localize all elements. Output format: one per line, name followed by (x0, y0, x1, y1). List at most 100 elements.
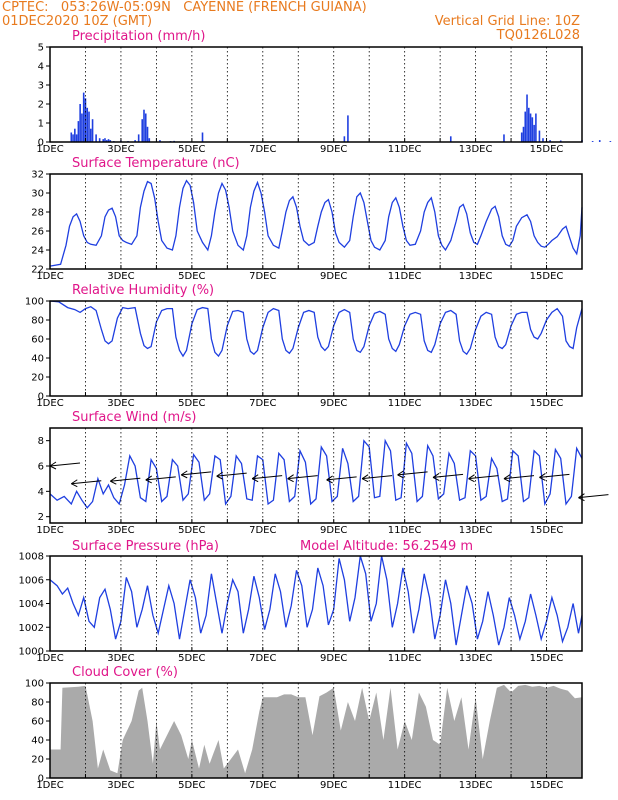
precip-bar (91, 119, 94, 142)
wind-ytick-label: 4 (38, 487, 44, 498)
temp-xtick-label: 13DEC (459, 271, 493, 282)
precip-bar (524, 111, 527, 142)
pres-line (49, 555, 583, 646)
model-altitude: Model Altitude: 56.2549 m (300, 539, 474, 554)
wind-xtick-label: 13DEC (459, 525, 493, 536)
rh-ytick-label: 100 (25, 297, 44, 308)
precip-bar (591, 141, 594, 142)
wind-arrow (503, 474, 535, 483)
precip-bar (95, 134, 97, 142)
precip-ytick-label: 4 (38, 62, 44, 73)
wind-ytick-label: 6 (38, 462, 44, 473)
precip-bar (141, 119, 144, 142)
cloud-xtick-label: 11DEC (388, 780, 422, 791)
precip-xtick-label: 3DEC (107, 144, 134, 155)
precip-bar (105, 140, 108, 142)
temp-xtick-label: 7DEC (249, 271, 276, 282)
precip-ytick-label: 1 (38, 119, 44, 130)
pres-panel: 1DEC 3DEC 5DEC 7DEC 9DEC 11DEC 13DEC 15DEC 1000 1… (19, 552, 583, 664)
rh-ytick-label: 80 (31, 316, 44, 327)
pres-ytick-label: 1000 (19, 647, 44, 658)
wind-arrow (145, 475, 176, 484)
wind-ytick-label: 8 (38, 436, 44, 447)
temp-xtick-label: 3DEC (107, 271, 134, 282)
temp-ytick-label: 30 (31, 189, 44, 200)
wind-arrow (397, 470, 428, 479)
precip-bar (109, 140, 112, 142)
rh-panel: 1DEC 3DEC 5DEC 7DEC 9DEC 11DEC 13DEC 15DEC 0 20 40… (25, 297, 583, 409)
precip-xtick-label: 15DEC (530, 144, 564, 155)
pres-xtick-label: 5DEC (178, 653, 205, 664)
cloud-area (50, 684, 582, 778)
precip-bar (598, 140, 601, 142)
wind-xtick-label: 3DEC (107, 525, 134, 536)
precip-bar (542, 138, 544, 142)
wind-arrow (216, 471, 247, 480)
wind-arrow (49, 461, 81, 470)
pressure-title: Surface Pressure (hPa) (72, 539, 219, 554)
pres-xtick-label: 15DEC (530, 653, 564, 664)
wind-arrow (110, 476, 141, 485)
precip-bar (449, 136, 452, 142)
rh-ytick-label: 20 (31, 373, 44, 384)
pres-ytick-label: 1008 (19, 552, 44, 563)
model-code: TQ0126L028 (496, 28, 580, 43)
run-date: 01DEC2020 10Z (GMT) (2, 14, 153, 29)
cloud-panel: 1DEC 3DEC 5DEC 7DEC 9DEC 11DEC 13DEC 15DEC 0 20 40… (25, 679, 583, 791)
temp-frame (49, 173, 583, 270)
precip-xtick-label: 5DEC (178, 144, 205, 155)
precip-bar (522, 126, 525, 142)
precip-ytick-label: 3 (38, 81, 44, 92)
precip-bar (143, 109, 145, 142)
precip-bar (529, 113, 532, 142)
precip-bar (201, 132, 204, 142)
precip-bar (531, 117, 534, 142)
wind-arrow (361, 474, 393, 483)
cloud-xtick-label: 13DEC (459, 780, 493, 791)
precip-bar (102, 139, 104, 142)
cloud-xtick-label: 1DEC (36, 780, 63, 791)
precip-bar (72, 134, 74, 142)
wind-panel: 1DEC 3DEC 5DEC 7DEC 9DEC 11DEC 13DEC 15DEC 2 4 6 8 (36, 427, 609, 536)
precip-xtick-label: 9DEC (320, 144, 347, 155)
rh-frame (49, 300, 583, 397)
cloud-ytick-label: 100 (25, 679, 44, 690)
precip-bar (79, 104, 81, 142)
precip-bar (528, 107, 530, 142)
precip-bar (146, 126, 149, 142)
precip-bar (159, 140, 161, 142)
precip-bar (503, 134, 505, 142)
temp-xtick-label: 15DEC (530, 271, 564, 282)
precip-bar (75, 134, 78, 142)
cloud-ytick-label: 40 (31, 736, 44, 747)
temp-ytick-label: 32 (31, 170, 44, 181)
rh-xtick-label: 5DEC (178, 398, 205, 409)
wind-xtick-label: 11DEC (388, 525, 422, 536)
rh-ytick-label: 40 (31, 354, 44, 365)
pres-xtick-label: 9DEC (320, 653, 347, 664)
cloud-xtick-label: 9DEC (320, 780, 347, 791)
wind-frame (49, 427, 583, 524)
precip-bar (88, 111, 90, 142)
temp-panel: 1DEC 3DEC 5DEC 7DEC 9DEC 11DEC 13DEC 15DEC 22 24 2… (31, 170, 583, 282)
precip-frame (49, 46, 583, 143)
wind-xtick-label: 15DEC (530, 525, 564, 536)
precip-bar (520, 132, 523, 142)
rh-title: Relative Humidity (%) (72, 283, 215, 298)
cloud-frame (49, 682, 583, 779)
grid-line-note: Vertical Grid Line: 10Z (434, 14, 580, 29)
precip-bar (81, 113, 83, 142)
cloud-title: Cloud Cover (%) (72, 665, 178, 680)
wind-arrow (539, 472, 570, 481)
precip-bar (347, 115, 349, 142)
precip-bar (526, 94, 528, 142)
temp-xtick-label: 9DEC (320, 271, 347, 282)
temp-ytick-label: 22 (31, 265, 44, 276)
precip-xtick-label: 1DEC (36, 144, 63, 155)
cloud-xtick-label: 5DEC (178, 780, 205, 791)
precip-bar (107, 139, 110, 142)
precip-bar (137, 134, 140, 142)
pres-ytick-label: 1002 (19, 623, 44, 634)
rh-ytick-label: 60 (31, 335, 44, 346)
